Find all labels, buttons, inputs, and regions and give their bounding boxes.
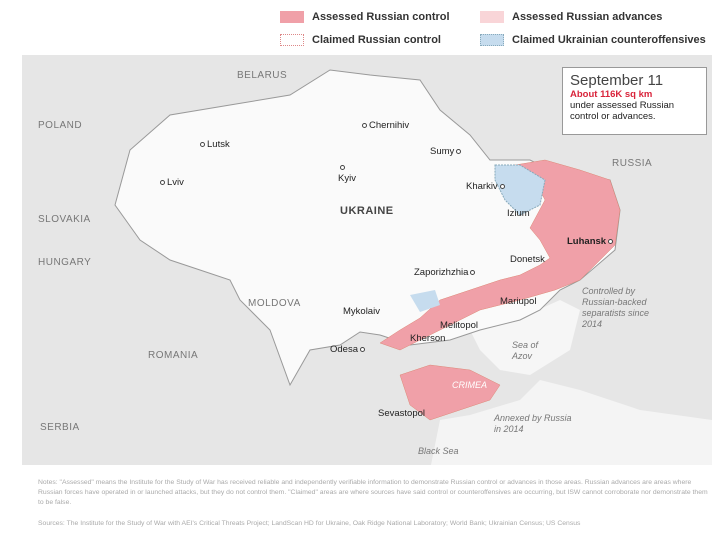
label-belarus: BELARUS <box>237 70 288 81</box>
city-mariupol: Mariupol <box>500 296 536 307</box>
city-label: Sevastopol <box>378 408 426 419</box>
label-annexed: Annexed by Russia in 2014 <box>494 413 572 434</box>
city-dot-icon <box>499 184 505 189</box>
info-caption: under assessed Russian control or advanc… <box>570 100 675 122</box>
city-donetsk: Donetsk <box>510 254 545 265</box>
city-label: Lviv <box>167 177 184 188</box>
black-sea <box>431 380 712 465</box>
city-odesa: Odesa <box>330 344 367 355</box>
city-dot-icon <box>470 270 476 275</box>
ukrainian-counteroffensive-area-south <box>410 290 440 312</box>
city-dot-icon <box>160 180 165 185</box>
russian-control-area <box>379 159 621 351</box>
city-label: Mariupol <box>500 296 537 307</box>
city-label: Zaporizhzhia <box>414 267 469 278</box>
city-chernihiv: Chernihiv <box>360 120 409 131</box>
label-hungary: HUNGARY <box>38 257 92 268</box>
legend-label: Claimed Ukrainian counteroffensives <box>512 34 706 46</box>
city-label: Lutsk <box>207 139 230 150</box>
swatch <box>480 11 504 23</box>
city-label: Odesa <box>330 344 358 355</box>
city-dot-icon <box>362 123 367 128</box>
label-ukraine: UKRAINE <box>340 205 394 217</box>
info-area: About 116K sq km <box>570 89 653 100</box>
city-zaporizhzhia: Zaporizhzhia <box>414 267 477 278</box>
city-label: Kyiv <box>338 173 356 184</box>
city-kharkiv: Kharkiv <box>466 181 507 192</box>
label-black-sea: Black Sea <box>418 446 459 456</box>
legend-label: Claimed Russian control <box>312 34 441 46</box>
city-label: Mykolaiv <box>343 306 380 317</box>
city-dot-icon <box>456 149 462 154</box>
swatch <box>280 34 304 46</box>
sea-of-azov <box>470 300 580 375</box>
city-sevastopol: Sevastopol <box>378 408 425 419</box>
label-sea-of-azov: Sea of Azov <box>512 340 539 361</box>
city-lutsk: Lutsk <box>198 139 230 150</box>
label-poland: POLAND <box>38 120 83 131</box>
legend-assessed-control: Assessed Russian control <box>280 11 450 23</box>
city-lviv: Lviv <box>158 177 184 188</box>
label-romania: ROMANIA <box>148 350 199 361</box>
legend-claimed-control: Claimed Russian control <box>280 34 441 46</box>
city-label: Chernihiv <box>369 120 410 131</box>
city-label: Kharkiv <box>466 181 498 192</box>
city-label: Kherson <box>410 333 446 344</box>
label-crimea: CRIMEA <box>452 380 488 390</box>
city-label: Sumy <box>430 146 455 157</box>
city-izium: Izium <box>507 208 530 219</box>
city-dot-icon <box>200 142 205 147</box>
info-date: September 11 <box>570 72 664 89</box>
crimea-area <box>399 364 501 421</box>
legend-assessed-advances: Assessed Russian advances <box>480 11 662 23</box>
legend-claimed-counteroffensives: Claimed Ukrainian counteroffensives <box>480 34 706 46</box>
city-label: Luhansk <box>567 236 607 247</box>
label-russia: RUSSIA <box>612 158 653 169</box>
city-melitopol: Melitopol <box>440 320 478 331</box>
swatch <box>280 11 304 23</box>
city-luhansk: Luhansk <box>567 236 615 247</box>
city-kyiv: Kyiv <box>338 162 356 184</box>
city-mykolaiv: Mykolaiv <box>343 306 380 317</box>
city-label: Izium <box>507 208 530 219</box>
ukrainian-counteroffensive-area <box>494 164 546 216</box>
city-kherson: Kherson <box>410 333 445 344</box>
label-moldova: MOLDOVA <box>248 298 301 309</box>
label-serbia: SERBIA <box>40 422 80 433</box>
label-separatists: Controlled by Russian-backed separatists… <box>582 286 650 329</box>
info-box: September 11 About 116K sq km under asse… <box>562 67 707 135</box>
city-label: Donetsk <box>510 254 545 265</box>
city-label: Melitopol <box>440 320 479 331</box>
notes: Notes: "Assessed" means the Institute fo… <box>38 479 708 506</box>
city-sumy: Sumy <box>430 146 463 157</box>
swatch <box>480 34 504 46</box>
sources: Sources: The Institute for the Study of … <box>38 520 581 527</box>
city-dot-icon <box>360 347 365 352</box>
legend-label: Assessed Russian control <box>312 11 450 23</box>
city-dot-icon <box>340 165 345 170</box>
city-dot-icon <box>608 239 614 244</box>
legend-label: Assessed Russian advances <box>512 11 663 23</box>
label-slovakia: SLOVAKIA <box>38 214 91 225</box>
